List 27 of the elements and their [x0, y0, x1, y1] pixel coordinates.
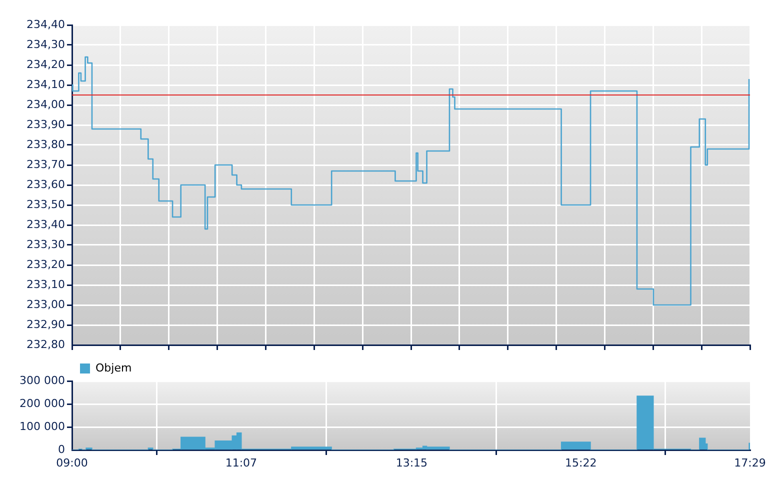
y-tick-label: 233,80 [26, 138, 65, 151]
y-tick-label: 234,10 [26, 78, 65, 91]
y-tick-label: 100 000 [20, 420, 65, 433]
y-tick-label: 233,50 [26, 198, 65, 211]
y-tick-label: 234,20 [26, 58, 65, 71]
y-tick-label: 233,90 [26, 118, 65, 131]
y-tick-label: 232,80 [26, 338, 65, 351]
y-tick-label: 232,90 [26, 318, 65, 331]
x-tick-label: 11:07 [225, 456, 258, 470]
y-tick-label: 0 [58, 442, 65, 456]
legend-label: Objem [96, 361, 132, 374]
x-tick-label: 09:00 [56, 456, 88, 470]
y-tick-label: 233,10 [26, 278, 65, 291]
y-tick-label: 234,30 [26, 38, 65, 51]
y-tick-label: 233,60 [26, 178, 65, 191]
x-tick-label: 15:22 [564, 456, 597, 470]
y-tick-label: 233,70 [26, 158, 65, 171]
x-tick-label: 13:15 [396, 456, 428, 470]
y-tick-label: 234,00 [26, 98, 65, 111]
x-tick-label: 17:29 [734, 456, 766, 470]
y-tick-label: 233,40 [26, 218, 65, 231]
y-tick-label: 233,30 [26, 238, 65, 251]
y-tick-label: 233,00 [26, 298, 65, 311]
y-tick-label: 300 000 [20, 374, 65, 387]
y-tick-label: 233,20 [26, 258, 65, 271]
y-tick-label: 200 000 [20, 396, 65, 410]
y-tick-label: 234,40 [26, 18, 65, 31]
